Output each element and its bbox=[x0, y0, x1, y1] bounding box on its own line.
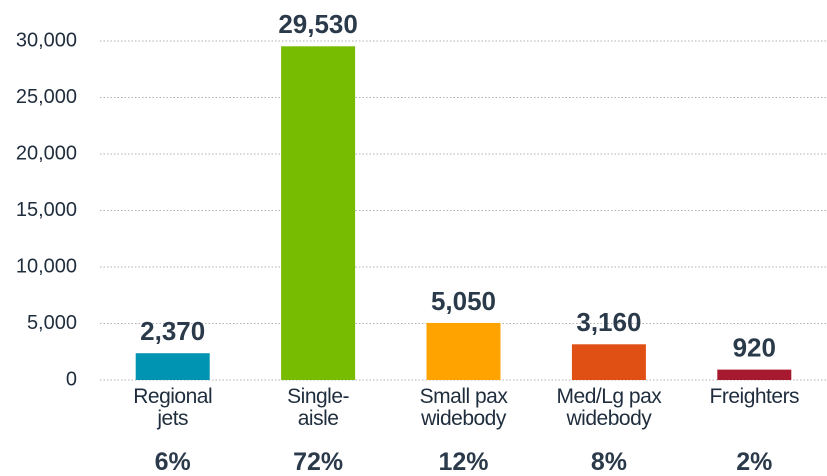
share-label: 2% bbox=[736, 448, 773, 476]
x-tick-label: Med/Lg pax widebody bbox=[556, 385, 662, 430]
x-tick-label: Freighters bbox=[709, 385, 800, 408]
y-tick-label: 20,000 bbox=[16, 142, 77, 164]
x-tick-label: Small pax widebody bbox=[419, 385, 508, 430]
share-label: 6% bbox=[154, 448, 191, 476]
y-tick-label: 10,000 bbox=[16, 255, 77, 277]
y-tick-label: 0 bbox=[66, 368, 77, 390]
bar bbox=[571, 344, 646, 380]
bar bbox=[426, 322, 501, 380]
share-label: 12% bbox=[438, 448, 489, 476]
y-tick-label: 15,000 bbox=[16, 199, 77, 221]
x-tick-label: Regional jets bbox=[133, 385, 213, 430]
bar bbox=[281, 46, 356, 380]
share-label: 72% bbox=[293, 448, 344, 476]
value-label: 3,160 bbox=[576, 307, 641, 337]
value-label: 920 bbox=[733, 332, 776, 362]
bar bbox=[135, 353, 210, 380]
y-tick-label: 30,000 bbox=[16, 29, 77, 51]
value-label: 2,370 bbox=[140, 316, 205, 346]
bar bbox=[717, 369, 792, 380]
y-tick-label: 5,000 bbox=[27, 312, 77, 334]
value-label: 5,050 bbox=[431, 286, 496, 316]
share-label: 8% bbox=[590, 448, 627, 476]
value-label: 29,530 bbox=[278, 9, 358, 39]
y-tick-label: 25,000 bbox=[16, 86, 77, 108]
x-tick-label: Single- aisle bbox=[287, 385, 350, 430]
